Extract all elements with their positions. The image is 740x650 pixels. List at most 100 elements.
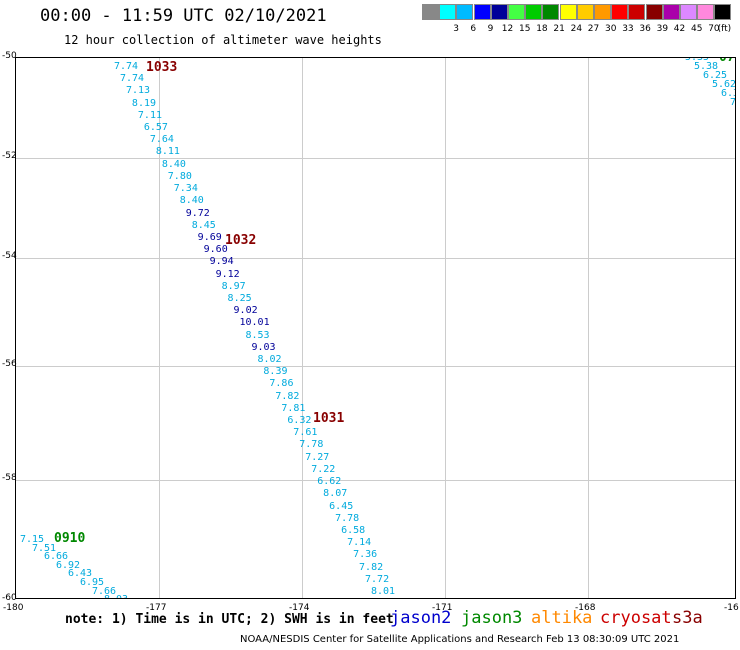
wave-height-point: 7.78 — [299, 439, 324, 451]
wave-height-point: 7.80 — [167, 170, 192, 182]
scale-swatch — [594, 4, 611, 20]
scale-label: 70 — [708, 24, 720, 34]
scale-swatch — [473, 4, 491, 20]
wave-height-point: 8.25 — [227, 292, 252, 304]
grid-line — [16, 258, 735, 259]
scale-swatch — [422, 4, 439, 20]
wave-height-point: 7.14 — [347, 537, 372, 549]
wave-height-point: 7.27 — [305, 451, 330, 463]
wave-height-point: 5.38 — [694, 61, 719, 72]
wave-height-point: 6.66 — [44, 551, 69, 563]
wave-height-point: 7.34 — [173, 183, 198, 195]
wave-height-point: 8.53 — [245, 329, 270, 341]
wave-height-point: 8.19 — [131, 97, 157, 109]
orbit-label: 1032 — [225, 233, 257, 248]
map-title: 00:00 - 11:59 UTC 02/10/2021 — [40, 6, 327, 26]
wave-height-point: 7.51 — [32, 542, 57, 554]
wave-height-point: 6.32 — [287, 415, 312, 427]
scale-label: 33 — [622, 24, 634, 34]
scale-label: 3 — [453, 24, 459, 34]
scale-label: 42 — [673, 24, 686, 34]
wave-height-point: 8.39 — [263, 366, 288, 378]
orbit-label: 0910 — [54, 531, 86, 546]
satellite-altika: altika — [531, 608, 593, 628]
wave-height-point: 7.86 — [269, 378, 294, 390]
scale-label: 24 — [570, 24, 583, 34]
satellite-s3a: s3a — [672, 608, 703, 628]
wave-height-point: 5.35 — [685, 57, 710, 63]
lon-label: -171 — [432, 603, 453, 613]
scale-swatch — [559, 4, 577, 20]
scale-swatch — [697, 4, 715, 20]
lat-label: -50 — [2, 51, 17, 61]
wave-height-point: 6.25 — [703, 70, 728, 81]
scale-label: 27 — [587, 24, 600, 34]
grid-line — [16, 158, 735, 159]
wave-height-point: 7.66 — [92, 585, 117, 597]
wave-height-point: 7.82 — [359, 561, 384, 573]
map-plot-area[interactable]: 7.74 7.74 7.13 8.19 7.11 6.57 7.64 8.11 8.40 7.80… — [15, 57, 736, 599]
wave-height-point: 9.60 — [203, 244, 228, 256]
satellite-cryosat: cryosat — [600, 608, 672, 628]
scale-label: 12 — [501, 24, 514, 34]
scale-swatch — [508, 4, 525, 20]
wave-height-point: 8.03 — [104, 595, 128, 598]
scale-label: 30 — [605, 24, 617, 34]
wave-height-point: 6.58 — [341, 524, 366, 536]
grid-line — [159, 58, 160, 598]
wave-height-point: 8.02 — [257, 354, 282, 366]
scale-swatch — [611, 4, 629, 20]
credit-line: NOAA/NESDIS Center for Satellite Applica… — [240, 634, 680, 645]
wave-height-point: 8.40 — [161, 158, 186, 170]
wave-height-point: 7.74 — [119, 73, 145, 85]
wave-height-point: 6.92 — [56, 559, 81, 571]
wave-height-point: 7 — [730, 97, 736, 108]
lon-label: -180 — [3, 603, 24, 613]
satellite-jason2: jason2 — [390, 608, 452, 628]
scale-label: 18 — [536, 24, 548, 34]
lat-label: -54 — [2, 251, 17, 261]
wave-height-point: 8.01 — [371, 586, 396, 597]
scale-label: 6 — [470, 24, 477, 34]
scale-swatch — [662, 4, 680, 20]
wave-height-point: 7.13 — [125, 85, 151, 97]
wave-height-point: 6.95 — [80, 577, 105, 588]
lat-label: -52 — [2, 151, 17, 161]
scale-unit: (ft) — [717, 24, 732, 34]
wave-height-point: 7.36 — [353, 549, 378, 561]
lon-label: -177 — [146, 603, 167, 613]
scale-swatch — [542, 4, 560, 20]
wave-height-point: 6.45 — [329, 500, 354, 512]
wave-height-point: 8.07 — [323, 488, 348, 500]
wave-height-point: 6.62 — [317, 476, 342, 488]
wave-height-point: 9.03 — [251, 341, 276, 353]
grid-line — [445, 58, 446, 598]
scale-swatch — [456, 4, 474, 20]
grid-line — [16, 480, 735, 481]
lat-label: -56 — [2, 359, 17, 369]
map-subtitle: 12 hour collection of altimeter wave hei… — [64, 33, 382, 47]
wave-height-point: 7.81 — [281, 402, 306, 414]
grid-line — [16, 366, 735, 367]
grid-line — [302, 58, 303, 598]
scale-swatch — [645, 4, 663, 20]
scale-swatch — [525, 4, 543, 20]
orbit-label: 071 — [719, 57, 735, 65]
wave-height-point: 7.22 — [311, 463, 336, 475]
wave-height-point: 9.94 — [209, 256, 234, 268]
wave-height-point: 7.61 — [293, 427, 318, 439]
wave-height-point: 10.01 — [239, 317, 270, 329]
lon-label: -174 — [289, 603, 310, 613]
scale-swatch — [439, 4, 457, 20]
wave-height-point: 9.72 — [185, 207, 210, 219]
wave-height-point: 9.12 — [215, 268, 240, 280]
wave-height-point: 8.11 — [155, 146, 180, 158]
scale-label: 36 — [639, 24, 651, 34]
wave-height-point: 7.15 — [20, 534, 45, 545]
wave-height-point: 7.11 — [137, 109, 162, 121]
wave-height-point: 7.82 — [275, 390, 300, 402]
scale-label: 15 — [519, 24, 531, 34]
scale-swatch — [714, 4, 732, 20]
lat-label: -58 — [2, 473, 17, 483]
scale-swatch — [680, 4, 697, 20]
